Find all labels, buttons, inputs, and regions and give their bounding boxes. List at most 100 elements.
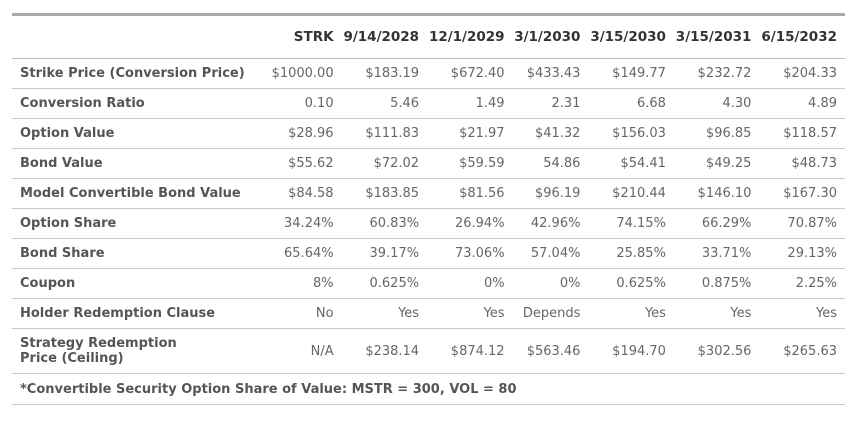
table-cell: $238.14 — [341, 328, 428, 374]
row-label: Option Share — [12, 208, 270, 239]
table-cell: $204.33 — [759, 58, 845, 89]
table-cell: 60.83% — [341, 208, 428, 239]
table-cell: $111.83 — [341, 118, 428, 149]
table-cell: $28.96 — [270, 118, 342, 149]
row-label: Option Value — [12, 118, 270, 149]
table-cell: 0% — [427, 268, 513, 299]
table-cell: 74.15% — [588, 208, 674, 239]
table-row: Option Value $28.96 $111.83 $21.97 $41.32 $15… — [12, 118, 845, 149]
table-cell: $232.72 — [673, 58, 760, 89]
table-cell: $55.62 — [270, 148, 342, 179]
table-cell: $302.56 — [673, 328, 760, 374]
table-cell: N/A — [270, 328, 342, 374]
table-cell: $72.02 — [341, 148, 428, 179]
table-cell: $194.70 — [588, 328, 674, 374]
table-row: Holder Redemption Clause No Yes Yes Depends Y… — [12, 298, 845, 329]
table-row: Coupon 8% 0.625% 0% 0% 0.625% 0.875% 2.25% — [12, 268, 845, 299]
column-header: 12/1/2029 — [428, 29, 505, 45]
row-label: Holder Redemption Clause — [12, 298, 270, 329]
table-cell: $96.19 — [512, 178, 589, 209]
table-cell: Depends — [512, 298, 589, 329]
table-cell: 26.94% — [427, 208, 513, 239]
table-cell: 54.86 — [512, 148, 589, 179]
table-cell: 70.87% — [759, 208, 845, 239]
table-cell: Yes — [759, 298, 845, 329]
row-label: Strategy Redemption Price (Ceiling) — [12, 328, 270, 374]
table-cell: $49.25 — [673, 148, 760, 179]
row-label: Bond Share — [12, 238, 270, 269]
table-cell: 4.30 — [673, 88, 760, 119]
table-cell: 34.24% — [270, 208, 342, 239]
header-label-column — [12, 16, 270, 59]
row-label: Conversion Ratio — [12, 88, 270, 119]
table-row: Option Share 34.24% 60.83% 26.94% 42.96% 74.1… — [12, 208, 845, 239]
table-cell: 42.96% — [512, 208, 589, 239]
column-header: 3/1/2030 — [514, 29, 581, 45]
table-row: Conversion Ratio 0.10 5.46 1.49 2.31 6.68 4.30… — [12, 88, 845, 119]
table-header-row: STRK 9/14/2028 12/1/2029 3/1/2030 3/15/2030 3… — [12, 16, 845, 59]
table-cell: $672.40 — [427, 58, 513, 89]
table-cell: Yes — [588, 298, 674, 329]
table-cell: $265.63 — [759, 328, 845, 374]
table-cell: $41.32 — [512, 118, 589, 149]
table-cell: $183.19 — [341, 58, 428, 89]
table-cell: $183.85 — [341, 178, 428, 209]
table-cell: 0% — [512, 268, 589, 299]
column-header: 3/15/2031 — [675, 29, 752, 45]
table-cell: 25.85% — [588, 238, 674, 269]
row-label: Model Convertible Bond Value — [12, 178, 270, 209]
table-cell: Yes — [673, 298, 760, 329]
table-cell: $81.56 — [427, 178, 513, 209]
table-cell: $21.97 — [427, 118, 513, 149]
row-label: Strike Price (Conversion Price) — [12, 58, 270, 89]
table-cell: 2.31 — [512, 88, 589, 119]
table-cell: $48.73 — [759, 148, 845, 179]
table-cell: 0.625% — [341, 268, 428, 299]
table-cell: 0.875% — [673, 268, 760, 299]
table-cell: $1000.00 — [270, 58, 342, 89]
table-cell: 0.10 — [270, 88, 342, 119]
table-cell: 73.06% — [427, 238, 513, 269]
table-cell: $118.57 — [759, 118, 845, 149]
table-cell: $59.59 — [427, 148, 513, 179]
table-row: Strike Price (Conversion Price) $1000.00 $… — [12, 58, 845, 89]
table-cell: 65.64% — [270, 238, 342, 269]
table-cell: $156.03 — [588, 118, 674, 149]
table-cell: $149.77 — [588, 58, 674, 89]
table-cell: 8% — [270, 268, 342, 299]
column-header: 3/15/2030 — [590, 29, 666, 45]
row-label: Coupon — [12, 268, 270, 299]
convertible-comparison-table-container: STRK 9/14/2028 12/1/2029 3/1/2030 3/15/2030 3… — [12, 13, 845, 405]
table-row: Bond Value $55.62 $72.02 $59.59 54.86 $54.41 $… — [12, 148, 845, 179]
table-cell: $84.58 — [270, 178, 342, 209]
table-cell: $563.46 — [512, 328, 589, 374]
column-header: 9/14/2028 — [343, 29, 420, 45]
table-row: Strategy Redemption Price (Ceiling) N/A $2… — [12, 328, 845, 374]
footnote: *Convertible Security Option Share of Va… — [12, 373, 845, 405]
table-cell: $96.85 — [673, 118, 760, 149]
table-cell: $433.43 — [512, 58, 589, 89]
table-cell: 6.68 — [588, 88, 674, 119]
table-cell: 0.625% — [588, 268, 674, 299]
table-cell: 5.46 — [341, 88, 428, 119]
convertible-comparison-table: STRK 9/14/2028 12/1/2029 3/1/2030 3/15/2030 3… — [12, 16, 845, 405]
table-cell: Yes — [341, 298, 428, 329]
table-cell: $167.30 — [759, 178, 845, 209]
table-cell: 39.17% — [341, 238, 428, 269]
column-header: 6/15/2032 — [761, 29, 837, 45]
table-cell: 57.04% — [512, 238, 589, 269]
table-cell: 33.71% — [673, 238, 760, 269]
row-label: Bond Value — [12, 148, 270, 179]
table-cell: $54.41 — [588, 148, 674, 179]
table-cell: $874.12 — [427, 328, 513, 374]
table-cell: $210.44 — [588, 178, 674, 209]
table-cell: No — [270, 298, 342, 329]
table-row: Model Convertible Bond Value $84.58 $183.8… — [12, 178, 845, 209]
column-header: STRK — [293, 29, 334, 45]
table-cell: 2.25% — [759, 268, 845, 299]
footnote-row: *Convertible Security Option Share of Va… — [12, 373, 845, 405]
table-row: Bond Share 65.64% 39.17% 73.06% 57.04% 25.85%… — [12, 238, 845, 269]
table-cell: 66.29% — [673, 208, 760, 239]
table-cell: $146.10 — [673, 178, 760, 209]
table-cell: 29.13% — [759, 238, 845, 269]
